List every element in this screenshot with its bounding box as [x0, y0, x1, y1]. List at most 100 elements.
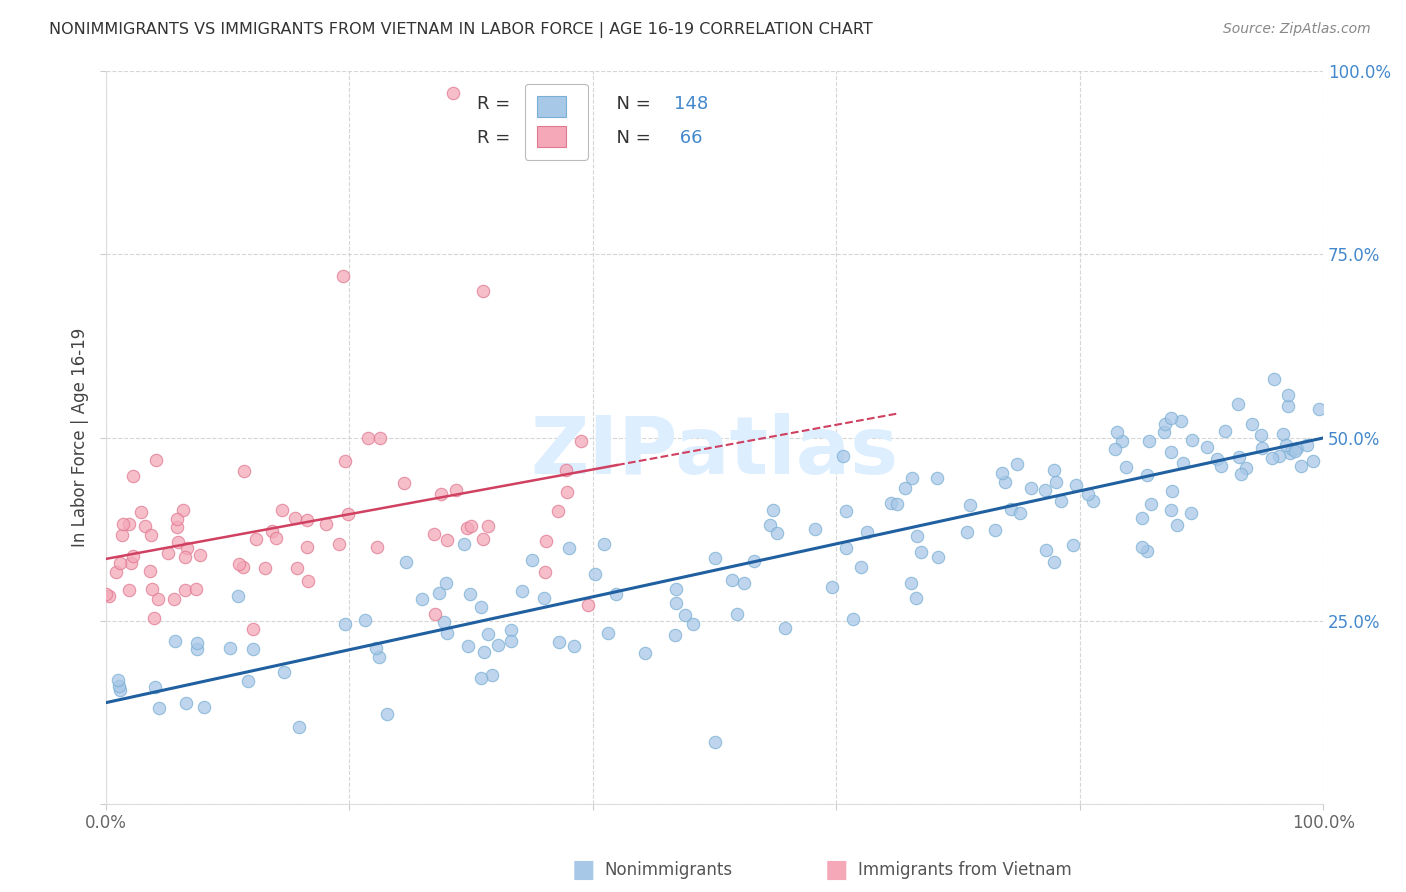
Point	[1268, 449, 1291, 463]
Point	[1019, 481, 1042, 495]
Point	[1263, 372, 1285, 386]
Point	[364, 641, 387, 656]
Point	[927, 549, 949, 564]
Point	[328, 537, 350, 551]
Point	[1289, 458, 1312, 473]
Point	[742, 554, 765, 568]
Point	[297, 513, 319, 527]
Point	[821, 580, 844, 594]
Point	[703, 734, 725, 748]
Point	[547, 504, 569, 518]
Point	[121, 549, 143, 563]
Point	[477, 627, 499, 641]
Point	[1043, 555, 1066, 569]
Text: R =: R =	[477, 129, 516, 147]
Point	[226, 589, 249, 603]
Point	[762, 503, 785, 517]
Point	[1160, 445, 1182, 459]
Point	[472, 284, 495, 298]
Point	[238, 674, 260, 689]
Point	[759, 517, 782, 532]
Point	[665, 596, 688, 610]
Point	[233, 464, 256, 478]
Point	[245, 532, 267, 546]
Point	[1000, 501, 1022, 516]
Point	[167, 534, 190, 549]
Point	[1077, 487, 1099, 501]
Point	[430, 487, 453, 501]
Point	[900, 471, 922, 485]
Point	[486, 638, 509, 652]
Point	[107, 673, 129, 687]
Text: Source: ZipAtlas.com: Source: ZipAtlas.com	[1223, 22, 1371, 37]
Point	[423, 607, 446, 622]
Point	[354, 613, 377, 627]
Point	[148, 701, 170, 715]
Text: ■: ■	[572, 858, 595, 881]
Point	[905, 529, 928, 543]
Point	[522, 553, 544, 567]
Point	[134, 519, 156, 533]
Point	[271, 502, 294, 516]
Point	[460, 519, 482, 533]
Point	[166, 520, 188, 534]
Text: NONIMMIGRANTS VS IMMIGRANTS FROM VIETNAM IN LABOR FORCE | AGE 16-19 CORRELATION : NONIMMIGRANTS VS IMMIGRANTS FROM VIETNAM…	[49, 22, 873, 38]
Point	[1136, 468, 1159, 483]
Point	[1213, 424, 1236, 438]
Point	[605, 587, 627, 601]
Point	[242, 641, 264, 656]
Point	[457, 639, 479, 653]
Point	[533, 591, 555, 606]
Point	[332, 269, 354, 284]
Point	[232, 559, 254, 574]
Point	[1137, 434, 1160, 449]
Point	[1206, 451, 1229, 466]
Point	[470, 599, 492, 614]
Point	[1195, 440, 1218, 454]
Point	[366, 540, 388, 554]
Point	[141, 582, 163, 596]
Point	[336, 508, 359, 522]
Point	[148, 591, 170, 606]
Point	[112, 516, 135, 531]
Point	[118, 516, 141, 531]
Point	[904, 591, 927, 606]
Point	[427, 586, 450, 600]
Point	[900, 575, 922, 590]
Point	[1180, 506, 1202, 520]
Point	[1226, 397, 1249, 411]
Point	[554, 463, 576, 477]
Point	[458, 587, 481, 601]
Point	[562, 639, 585, 653]
Text: 148: 148	[675, 95, 709, 113]
Point	[138, 564, 160, 578]
Text: 0.787: 0.787	[536, 95, 586, 113]
Point	[855, 525, 877, 540]
Point	[165, 633, 187, 648]
Point	[173, 550, 195, 565]
Text: N =: N =	[605, 95, 657, 113]
Point	[1130, 540, 1153, 554]
Point	[335, 616, 357, 631]
Point	[673, 608, 696, 623]
Point	[481, 667, 503, 681]
Text: R =: R =	[477, 95, 516, 113]
Point	[1250, 427, 1272, 442]
Point	[266, 531, 288, 545]
Point	[262, 524, 284, 538]
Point	[1234, 461, 1257, 475]
Point	[1115, 460, 1137, 475]
Point	[434, 575, 457, 590]
Point	[1107, 425, 1129, 439]
Point	[1010, 507, 1032, 521]
Point	[1166, 517, 1188, 532]
Point	[145, 453, 167, 467]
Text: ■: ■	[825, 858, 848, 881]
Point	[1240, 417, 1263, 431]
Point	[634, 646, 657, 660]
Text: Nonimmigrants: Nonimmigrants	[605, 861, 733, 879]
Point	[1160, 483, 1182, 498]
Point	[156, 546, 179, 560]
Point	[1062, 538, 1084, 552]
Legend: , : ,	[524, 84, 588, 160]
